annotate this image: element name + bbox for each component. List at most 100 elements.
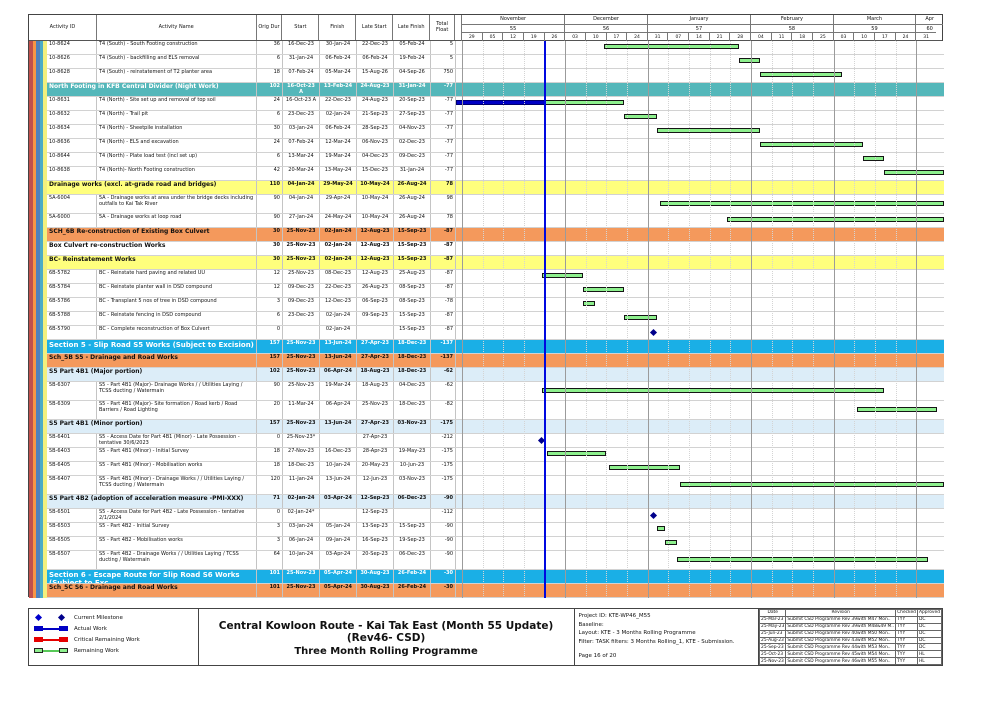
total-float: -87 — [431, 256, 456, 269]
orig-dur: 24 — [257, 139, 283, 152]
remaining-work-bar — [677, 556, 928, 562]
remaining-work-bar — [883, 170, 944, 175]
activity-id: 10-8644 — [29, 153, 97, 166]
activity-id: 5A-6004 — [29, 195, 97, 213]
start-date: 31-Jan-24 — [283, 55, 320, 68]
remaining-work-bar — [759, 142, 864, 147]
gantt-row-canvas — [456, 523, 944, 536]
late-start-date: 22-Dec-23 — [357, 41, 394, 54]
revision-checked: TYY — [895, 636, 918, 645]
total-float: -87 — [431, 284, 456, 297]
finish-date: 22-Dec-23 — [320, 97, 357, 110]
gantt-row-canvas — [456, 434, 944, 447]
total-float: 5 — [431, 41, 456, 54]
late-finish-date: 19-Sep-23 — [394, 537, 431, 550]
remaining-work-bar — [603, 44, 740, 49]
title-block: Central Kowloon Route - Kai Tak East (Mo… — [199, 609, 575, 665]
late-start-date — [357, 326, 394, 339]
late-finish-date: 15-Sep-23 — [394, 228, 431, 241]
start-date: 03-Jan-24 — [283, 523, 320, 536]
activity-name: S5 - Part 4B1 (Minor) - Mobilisation wor… — [97, 462, 257, 475]
late-finish-date: 26-Aug-24 — [394, 214, 431, 227]
late-start-date: 12-Sep-23 — [357, 495, 394, 508]
finish-date — [320, 434, 357, 447]
gantt-row-canvas — [456, 111, 944, 124]
finish-date: 02-Jan-24 — [320, 242, 357, 255]
project-id: Project ID: KTE-WP46_M55 — [578, 613, 651, 619]
finish-date: 06-Feb-24 — [320, 55, 357, 68]
start-date: 06-Jan-24 — [283, 537, 320, 550]
total-float: -87 — [431, 326, 456, 339]
finish-date: 09-Jan-24 — [320, 537, 357, 550]
remaining-work-bar — [582, 301, 595, 306]
timeline-week-label: 29 — [460, 32, 482, 41]
revision-checked: TYY — [895, 657, 918, 665]
late-start-date: 12-Jun-23 — [357, 476, 394, 494]
orig-dur: 20 — [257, 401, 283, 419]
gantt-row-canvas — [456, 354, 944, 367]
orig-dur: 120 — [257, 476, 283, 494]
timeline-week-label: 14 — [688, 32, 709, 41]
milestone-legend-icon — [34, 613, 74, 622]
timeline-week-label: 04 — [750, 32, 771, 41]
activity-name: S5 - Part 4B2 - Mobilisation works — [97, 537, 257, 550]
gantt-row-canvas — [456, 570, 944, 583]
gantt-row-canvas — [456, 55, 944, 68]
start-date: 10-Jan-24 — [283, 551, 320, 569]
revision-table: Date Revision Checked Approved 25-Mar-23 Subm… — [759, 609, 943, 665]
activity-id: 6B-5782 — [29, 270, 97, 283]
late-start-date: 12-Aug-23 — [357, 228, 394, 241]
total-float: -87 — [431, 270, 456, 283]
gantt-row-canvas — [456, 214, 944, 227]
section-row: S5 Part 4B2 (adoption of acceleration me… — [29, 495, 944, 509]
late-start-date: 16-Sep-23 — [357, 537, 394, 550]
remaining-work-bar — [547, 451, 607, 456]
revision-approved: DC — [916, 643, 943, 652]
group-band-strip — [36, 41, 40, 598]
page-title-line2: Three Month Rolling Programme — [294, 646, 478, 657]
revision-date: 25-May-23 — [759, 622, 787, 631]
activity-name: BC - Reinstate planter wall in DSD compo… — [97, 284, 257, 297]
column-header-orig-dur: Orig Dur — [256, 15, 283, 40]
section-title: North Footing in KFB Central Divider (Ni… — [29, 83, 257, 96]
late-finish-date: 18-Dec-23 — [394, 354, 431, 367]
total-float: -90 — [431, 523, 456, 536]
legend-item: Actual Work — [34, 623, 193, 634]
late-start-date: 27-Apr-23 — [357, 434, 394, 447]
finish-date: 02-Jan-24 — [320, 312, 357, 325]
table-row: 6B-5786 BC - Transplant 5 nos of tree in … — [29, 298, 944, 312]
activity-id: 5B-6401 — [29, 434, 97, 447]
late-start-date: 30-Aug-23 — [357, 584, 394, 597]
late-start-date: 04-Dec-23 — [357, 153, 394, 166]
orig-dur: 102 — [257, 83, 283, 96]
remaining-work-bar — [582, 287, 625, 292]
finish-date: 13-Jun-24 — [320, 476, 357, 494]
late-start-date: 10-May-24 — [357, 214, 394, 227]
gantt-row-canvas — [456, 537, 944, 550]
milestone-diamond — [538, 436, 546, 444]
revision-approved: DC — [916, 622, 943, 631]
page-number: Page 16 of 20 — [578, 653, 617, 660]
revision-description: Submit CSD Programme Rev 40with M50 Mon.… — [785, 629, 897, 638]
gantt-row-canvas — [456, 368, 944, 381]
late-start-date: 25-Nov-23 — [357, 401, 394, 419]
table-row: 6B-5784 BC - Reinstate planter wall in DS… — [29, 284, 944, 298]
table-row: 10-8632 T4 (North) - Trail pit 6 23-Dec-23 0… — [29, 111, 944, 125]
late-finish-date: 26-Aug-24 — [394, 181, 431, 194]
late-finish-date: 02-Dec-23 — [394, 139, 431, 152]
total-float: 98 — [431, 195, 456, 213]
revision-approved: DC — [916, 636, 943, 645]
revision-description: Submit CSD Programme Rev 43with M52 Mon.… — [785, 636, 897, 645]
revision-description: Submit CSD Programme Rev 45with M54 Mon.… — [785, 650, 897, 659]
finish-date: 16-Dec-23 — [320, 448, 357, 461]
gantt-row-canvas — [456, 401, 944, 419]
remaining-work-bar — [609, 465, 681, 470]
section-title: Sch_5B S5 - Drainage and Road Works — [29, 354, 257, 367]
section-title: BC- Reinstatement Works — [29, 256, 257, 269]
table-row: 5A-6000 5A - Drainage works at loop road 9… — [29, 214, 944, 228]
start-date: 25-Nov-23 — [283, 584, 320, 597]
activity-id: 5B-6503 — [29, 523, 97, 536]
start-date: 07-Feb-24 — [283, 139, 320, 152]
activity-id: 5B-6501 — [29, 509, 97, 522]
group-band-strip — [29, 41, 33, 598]
